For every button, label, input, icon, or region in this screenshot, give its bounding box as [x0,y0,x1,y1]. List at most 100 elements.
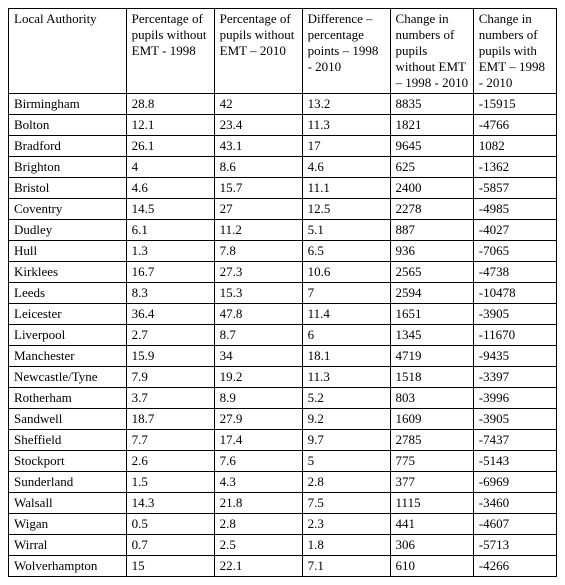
table-cell: Bolton [9,115,127,136]
table-cell: Manchester [9,346,127,367]
table-cell: 12.1 [126,115,214,136]
table-cell: 6.5 [302,241,390,262]
table-cell: 441 [390,514,473,535]
table-cell: -3905 [473,304,556,325]
table-cell: 23.4 [214,115,302,136]
table-row: Coventry14.52712.52278-4985 [9,199,557,220]
table-cell: 9.7 [302,430,390,451]
table-cell: 42 [214,94,302,115]
table-cell: 43.1 [214,136,302,157]
table-cell: Walsall [9,493,127,514]
table-cell: 9.2 [302,409,390,430]
table-cell: -5143 [473,451,556,472]
table-cell: Kirklees [9,262,127,283]
table-cell: 11.4 [302,304,390,325]
table-cell: -3905 [473,409,556,430]
table-cell: 3.7 [126,388,214,409]
table-cell: 15 [126,556,214,577]
table-cell: -4266 [473,556,556,577]
table-cell: 6.1 [126,220,214,241]
table-cell: 6 [302,325,390,346]
table-cell: -3397 [473,367,556,388]
table-cell: 15.9 [126,346,214,367]
table-cell: 14.3 [126,493,214,514]
table-cell: 1082 [473,136,556,157]
table-cell: -3460 [473,493,556,514]
table-cell: 1.8 [302,535,390,556]
table-cell: 8.7 [214,325,302,346]
table-cell: 4719 [390,346,473,367]
table-cell: 1.5 [126,472,214,493]
table-row: Leicester36.447.811.41651-3905 [9,304,557,325]
table-cell: 12.5 [302,199,390,220]
table-cell: Wolverhampton [9,556,127,577]
table-cell: 34 [214,346,302,367]
table-cell: 1.3 [126,241,214,262]
table-row: Bristol4.615.711.12400-5857 [9,178,557,199]
table-cell: -9435 [473,346,556,367]
table-row: Sandwell18.727.99.21609-3905 [9,409,557,430]
table-row: Rotherham3.78.95.2803-3996 [9,388,557,409]
table-cell: 8.3 [126,283,214,304]
table-cell: 625 [390,157,473,178]
table-row: Wirral0.72.51.8306-5713 [9,535,557,556]
table-cell: 7.9 [126,367,214,388]
table-cell: 0.5 [126,514,214,535]
table-cell: 8835 [390,94,473,115]
table-row: Sunderland1.54.32.8377-6969 [9,472,557,493]
table-cell: 22.1 [214,556,302,577]
col-header-change-with: Change in numbers of pupils with EMT – 1… [473,9,556,94]
table-cell: 2400 [390,178,473,199]
table-cell: 13.2 [302,94,390,115]
table-row: Brighton48.64.6625-1362 [9,157,557,178]
table-cell: 306 [390,535,473,556]
table-cell: 14.5 [126,199,214,220]
table-cell: -7065 [473,241,556,262]
table-row: Wolverhampton1522.17.1610-4266 [9,556,557,577]
table-cell: 1651 [390,304,473,325]
table-cell: -3996 [473,388,556,409]
table-cell: 11.1 [302,178,390,199]
table-cell: 2594 [390,283,473,304]
table-cell: 17.4 [214,430,302,451]
table-cell: 10.6 [302,262,390,283]
table-cell: 15.7 [214,178,302,199]
table-cell: 1345 [390,325,473,346]
table-cell: -6969 [473,472,556,493]
table-cell: 2.6 [126,451,214,472]
table-cell: 7.5 [302,493,390,514]
table-cell: 8.6 [214,157,302,178]
table-cell: 36.4 [126,304,214,325]
table-cell: Leicester [9,304,127,325]
table-cell: 9645 [390,136,473,157]
table-row: Leeds8.315.372594-10478 [9,283,557,304]
table-row: Stockport2.67.65775-5143 [9,451,557,472]
table-cell: 936 [390,241,473,262]
table-cell: 4.6 [302,157,390,178]
table-cell: Sandwell [9,409,127,430]
table-cell: 2278 [390,199,473,220]
table-cell: -7437 [473,430,556,451]
table-cell: Leeds [9,283,127,304]
table-cell: 15.3 [214,283,302,304]
table-cell: Bristol [9,178,127,199]
table-row: Wigan0.52.82.3441-4607 [9,514,557,535]
table-cell: 2.8 [302,472,390,493]
table-cell: 7.8 [214,241,302,262]
table-cell: -4766 [473,115,556,136]
table-cell: 887 [390,220,473,241]
table-cell: Sheffield [9,430,127,451]
table-cell: -4985 [473,199,556,220]
table-row: Newcastle/Tyne7.919.211.31518-3397 [9,367,557,388]
table-cell: 8.9 [214,388,302,409]
table-cell: Hull [9,241,127,262]
col-header-pct-1998: Percentage of pupils without EMT - 1998 [126,9,214,94]
table-cell: 5.1 [302,220,390,241]
table-cell: 11.3 [302,367,390,388]
table-cell: 27 [214,199,302,220]
table-cell: Bradford [9,136,127,157]
table-cell: Rotherham [9,388,127,409]
table-cell: 19.2 [214,367,302,388]
table-cell: 4.6 [126,178,214,199]
table-cell: Wirral [9,535,127,556]
